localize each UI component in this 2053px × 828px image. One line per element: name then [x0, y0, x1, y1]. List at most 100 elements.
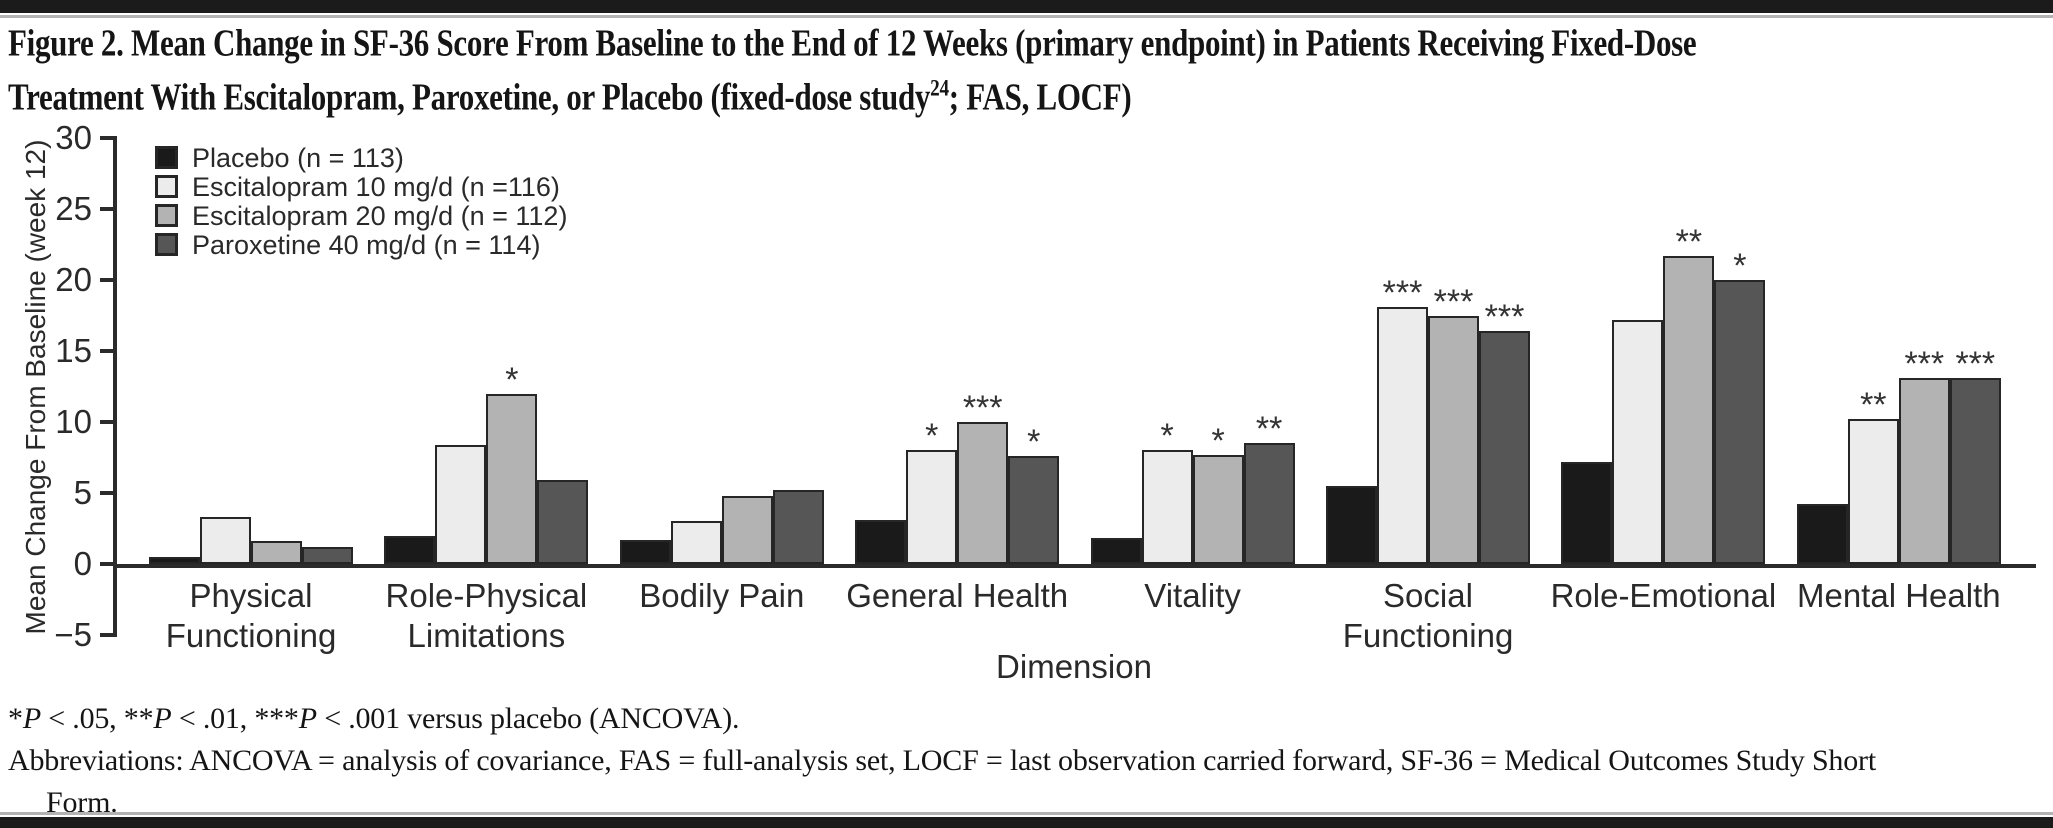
legend-swatch — [155, 146, 178, 169]
y-axis-tick — [100, 420, 113, 424]
y-axis-tick-label: 10 — [55, 403, 92, 440]
footnote-abbreviations: Abbreviations: ANCOVA = analysis of cova… — [8, 744, 1876, 777]
significance-marker: ** — [1860, 386, 1887, 425]
bar — [1192, 454, 1244, 564]
x-axis-line — [113, 564, 2036, 568]
y-axis-tick-label: 30 — [55, 119, 92, 156]
bottom-black-rule — [0, 817, 2053, 828]
bar — [1008, 456, 1060, 564]
footnote-significance-segment: P — [298, 702, 317, 735]
bar — [1479, 331, 1530, 564]
figure-title-line1: Figure 2. Mean Change in SF-36 Score Fro… — [8, 21, 1697, 64]
bar — [1663, 255, 1715, 564]
category-label: Role-Physical Limitations — [385, 577, 588, 654]
y-axis-tick-label: 5 — [73, 474, 92, 511]
top-gray-rule — [0, 15, 2053, 18]
category-label: Bodily Pain — [639, 577, 805, 614]
category-label: Role-Emotional — [1550, 577, 1777, 614]
significance-marker: *** — [1382, 273, 1423, 312]
y-axis-tick-label: 15 — [55, 332, 92, 369]
bar — [772, 490, 824, 564]
y-axis-tick-label: 0 — [73, 545, 92, 582]
legend-swatch — [155, 204, 178, 227]
bar — [149, 556, 200, 564]
significance-marker: * — [925, 417, 939, 456]
significance-marker: * — [1160, 417, 1174, 456]
legend-label: Paroxetine 40 mg/d (n = 114) — [192, 230, 541, 260]
bar — [1377, 306, 1428, 564]
footnote-significance-segment: * — [8, 702, 23, 735]
bar — [1847, 419, 1899, 564]
bar — [1949, 377, 2001, 564]
category-label: Physical Functioning — [165, 577, 337, 654]
significance-marker: * — [1733, 247, 1747, 285]
significance-marker: * — [505, 360, 519, 399]
y-axis-tick — [100, 278, 113, 282]
bar — [200, 517, 251, 564]
bar — [537, 480, 589, 564]
y-axis-tick-label: −5 — [54, 616, 92, 653]
bar — [670, 521, 722, 564]
bar — [1898, 377, 1950, 564]
significance-marker: *** — [1484, 298, 1525, 337]
bar — [1090, 538, 1142, 564]
y-axis-tick — [100, 136, 113, 140]
significance-marker: ** — [1675, 222, 1703, 261]
category-label: General Health — [846, 577, 1069, 614]
legend-label: Escitalopram 20 mg/d (n = 112) — [192, 201, 568, 231]
bottom-gray-rule — [0, 812, 2053, 815]
category-label: Social Functioning — [1342, 577, 1514, 654]
bar — [855, 519, 907, 564]
y-axis-tick-label: 25 — [55, 190, 92, 227]
bar — [1612, 319, 1664, 564]
footnote-significance-segment: < .001 versus placebo (ANCOVA). — [316, 702, 740, 735]
bar — [1796, 504, 1848, 564]
x-axis-title: Dimension — [996, 648, 1152, 685]
bar — [1141, 450, 1193, 564]
significance-marker: *** — [1955, 344, 1996, 383]
footnote-significance-segment: P — [22, 702, 41, 735]
significance-marker: * — [1027, 423, 1041, 462]
figure-title-line2: Treatment With Escitalopram, Paroxetine,… — [8, 75, 1132, 119]
bar — [384, 535, 436, 564]
significance-marker: ** — [1255, 410, 1283, 449]
figure-title: Figure 2. Mean Change in SF-36 Score Fro… — [8, 20, 2048, 120]
legend-label: Placebo (n = 113) — [192, 143, 404, 173]
legend-swatch — [155, 233, 178, 256]
y-axis-tick — [100, 207, 113, 211]
bar — [721, 495, 773, 564]
significance-marker: *** — [962, 389, 1003, 427]
y-axis-tick — [100, 349, 113, 353]
y-axis-tick — [100, 562, 113, 566]
category-label: Vitality — [1144, 577, 1241, 614]
significance-marker: *** — [1433, 282, 1474, 321]
bar — [1243, 443, 1295, 564]
bar — [486, 393, 538, 564]
bar — [906, 450, 958, 564]
bar — [302, 546, 353, 564]
footnote-significance: *P < .05, **P < .01, ***P < .001 versus … — [8, 702, 739, 736]
top-black-rule — [0, 0, 2053, 13]
bar — [1561, 461, 1613, 564]
significance-marker: * — [1211, 421, 1225, 460]
legend-label: Escitalopram 10 mg/d (n =116) — [192, 172, 560, 202]
bar — [435, 444, 487, 564]
footnote-significance-segment: < .05, ** — [40, 702, 154, 735]
significance-marker: *** — [1904, 344, 1945, 383]
bar — [1428, 315, 1479, 564]
bar — [1326, 485, 1377, 564]
bar — [957, 422, 1009, 564]
legend-swatch — [155, 175, 178, 198]
study-reference-superscript: 24 — [930, 76, 949, 102]
category-label: Mental Health — [1796, 577, 2001, 614]
bar — [251, 541, 302, 564]
y-axis-line — [113, 136, 117, 637]
y-axis-tick — [100, 633, 113, 637]
footnote-significance-segment: < .01, *** — [171, 702, 299, 735]
bar — [619, 539, 671, 564]
bar — [1714, 280, 1766, 564]
y-axis-tick-label: 20 — [55, 261, 92, 298]
y-axis-tick — [100, 491, 113, 495]
footnote-significance-segment: P — [153, 702, 172, 735]
